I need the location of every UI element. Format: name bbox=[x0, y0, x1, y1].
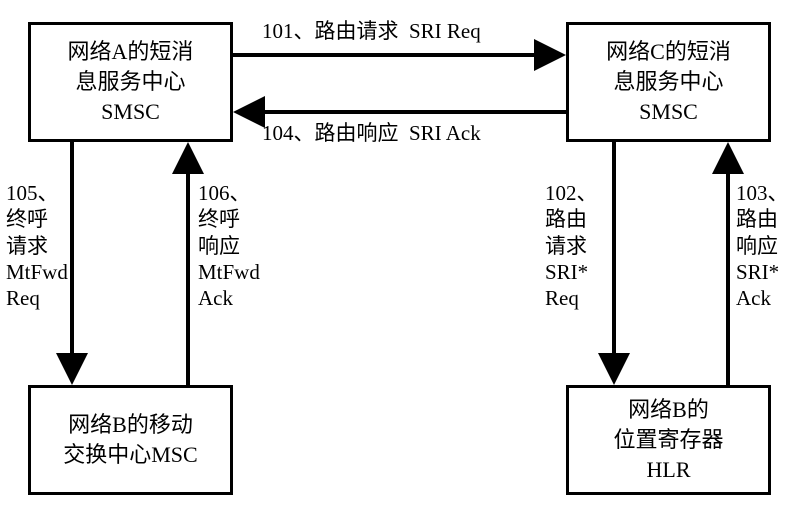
label-105: 105、 终呼 请求 MtFwd Req bbox=[6, 180, 68, 311]
node-line: SMSC bbox=[101, 97, 160, 127]
node-line: 息服务中心 bbox=[613, 67, 723, 97]
node-line: HLR bbox=[647, 455, 691, 485]
node-smsc-c: 网络C的短消 息服务中心 SMSC bbox=[566, 22, 771, 142]
node-hlr-b: 网络B的 位置寄存器 HLR bbox=[566, 385, 771, 495]
node-line: 息服务中心 bbox=[75, 67, 185, 97]
label-102: 102、 路由 请求 SRI* Req bbox=[545, 180, 598, 311]
node-line: 交换中心MSC bbox=[63, 440, 197, 470]
label-103: 103、 路由 响应 SRI* Ack bbox=[736, 180, 789, 311]
label-104: 104、路由响应 SRI Ack bbox=[262, 120, 481, 146]
node-line: 网络B的移动 bbox=[68, 410, 193, 440]
node-line: 网络C的短消 bbox=[606, 37, 731, 67]
node-msc-b: 网络B的移动 交换中心MSC bbox=[28, 385, 233, 495]
node-line: 网络B的 bbox=[628, 395, 709, 425]
node-line: 网络A的短消 bbox=[68, 37, 194, 67]
node-line: SMSC bbox=[639, 97, 698, 127]
label-106: 106、 终呼 响应 MtFwd Ack bbox=[198, 180, 260, 311]
node-smsc-a: 网络A的短消 息服务中心 SMSC bbox=[28, 22, 233, 142]
label-101: 101、路由请求 SRI Req bbox=[262, 18, 481, 44]
node-line: 位置寄存器 bbox=[613, 425, 723, 455]
